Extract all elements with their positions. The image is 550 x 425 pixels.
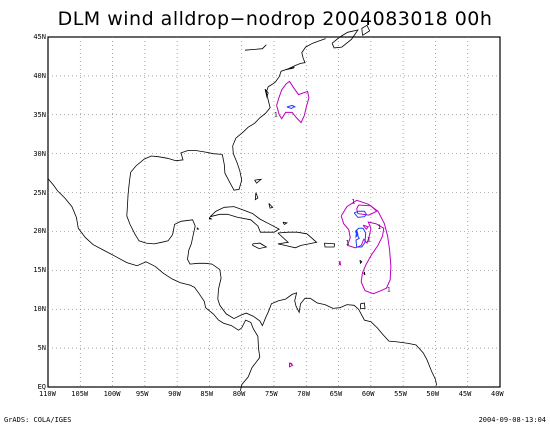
contour-line-blue — [353, 210, 367, 218]
lat-tick-label: 20N — [33, 227, 46, 236]
lon-tick-label: 85W — [200, 390, 214, 398]
coastline-segment — [268, 203, 274, 209]
lon-tick-label: 55W — [394, 390, 407, 398]
lon-tick-label: 80W — [232, 390, 246, 398]
contour-line-magenta — [356, 204, 378, 216]
contour-line-blue — [354, 227, 367, 248]
coastline-segment — [208, 217, 213, 220]
lon-tick-label: 70W — [297, 390, 310, 398]
lon-tick-label: 65W — [329, 390, 343, 398]
contour-line-magenta — [289, 362, 294, 368]
lat-tick-label: 30N — [33, 149, 46, 158]
map-title: DLM wind alldrop−nodrop 2004083018 00h — [57, 8, 493, 30]
plot-timestamp: 2004-09-08-13:04 — [478, 416, 546, 424]
contour-label: 1 — [377, 224, 381, 231]
coastline-segment — [285, 66, 296, 71]
coastline-segment — [221, 38, 326, 191]
contour-label: 1 — [352, 198, 356, 205]
lon-tick-label: 75W — [265, 390, 278, 398]
contour-labels: 111 111 — [274, 111, 391, 293]
contour-line-magenta — [362, 224, 370, 230]
lon-tick-label: 60W — [361, 390, 375, 398]
lon-tick-label: 50W — [426, 390, 440, 398]
grads-credit: GrADS: COLA/IGES — [4, 416, 72, 424]
lat-tick-label: 25N — [33, 188, 46, 197]
contour-label: 1 — [387, 286, 391, 293]
coastline-segment — [277, 231, 318, 249]
contour-label: 1 — [367, 237, 371, 244]
contour-label: 1 — [346, 240, 350, 247]
lon-tick-label: 105W — [71, 390, 89, 398]
contour-line-magenta — [338, 260, 342, 266]
contour-line-magenta — [289, 362, 293, 365]
lon-tick-label: 45W — [458, 390, 472, 398]
coastline-segment — [209, 206, 281, 233]
coastline-segment — [324, 242, 336, 248]
wind-difference-contours — [276, 80, 392, 368]
coastline-segment — [360, 302, 366, 309]
contour-line-magenta — [276, 80, 310, 124]
coastline-segment — [254, 178, 263, 184]
lat-tick-label: 45N — [33, 33, 46, 41]
coastline-segment — [363, 271, 366, 276]
lat-tick-label: 40N — [33, 71, 46, 80]
lat-tick-label: EQ — [37, 383, 46, 391]
lon-tick-label: 40W — [491, 390, 504, 398]
coastline-segment — [331, 29, 359, 49]
lon-tick-label: 95W — [135, 390, 149, 398]
coastline-segment — [361, 24, 371, 36]
contour-line-blue — [286, 104, 296, 110]
lon-tick-label: 110W — [39, 390, 56, 398]
coastline-segment — [264, 88, 269, 99]
lon-tick-label: 90W — [168, 390, 181, 398]
lat-tick-label: 5N — [37, 344, 46, 353]
lat-tick-label: 35N — [33, 110, 46, 119]
contour-label: 1 — [274, 111, 278, 118]
lon-tick-label: 100W — [103, 390, 121, 398]
coastline-segment — [47, 178, 261, 391]
coastline-segment — [126, 150, 438, 386]
lat-tick-label: 15N — [33, 266, 46, 275]
coastline-segment — [196, 227, 200, 230]
coastline-segment — [282, 221, 289, 225]
lat-lon-grid — [48, 37, 500, 387]
contour-line-blue — [355, 229, 359, 239]
coastline-segment — [252, 242, 268, 250]
coastline-segment — [254, 192, 259, 201]
coastline-segment — [359, 259, 363, 265]
coastline-segment — [244, 44, 267, 51]
coastlines — [47, 24, 438, 391]
lat-tick-label: 10N — [33, 305, 46, 314]
